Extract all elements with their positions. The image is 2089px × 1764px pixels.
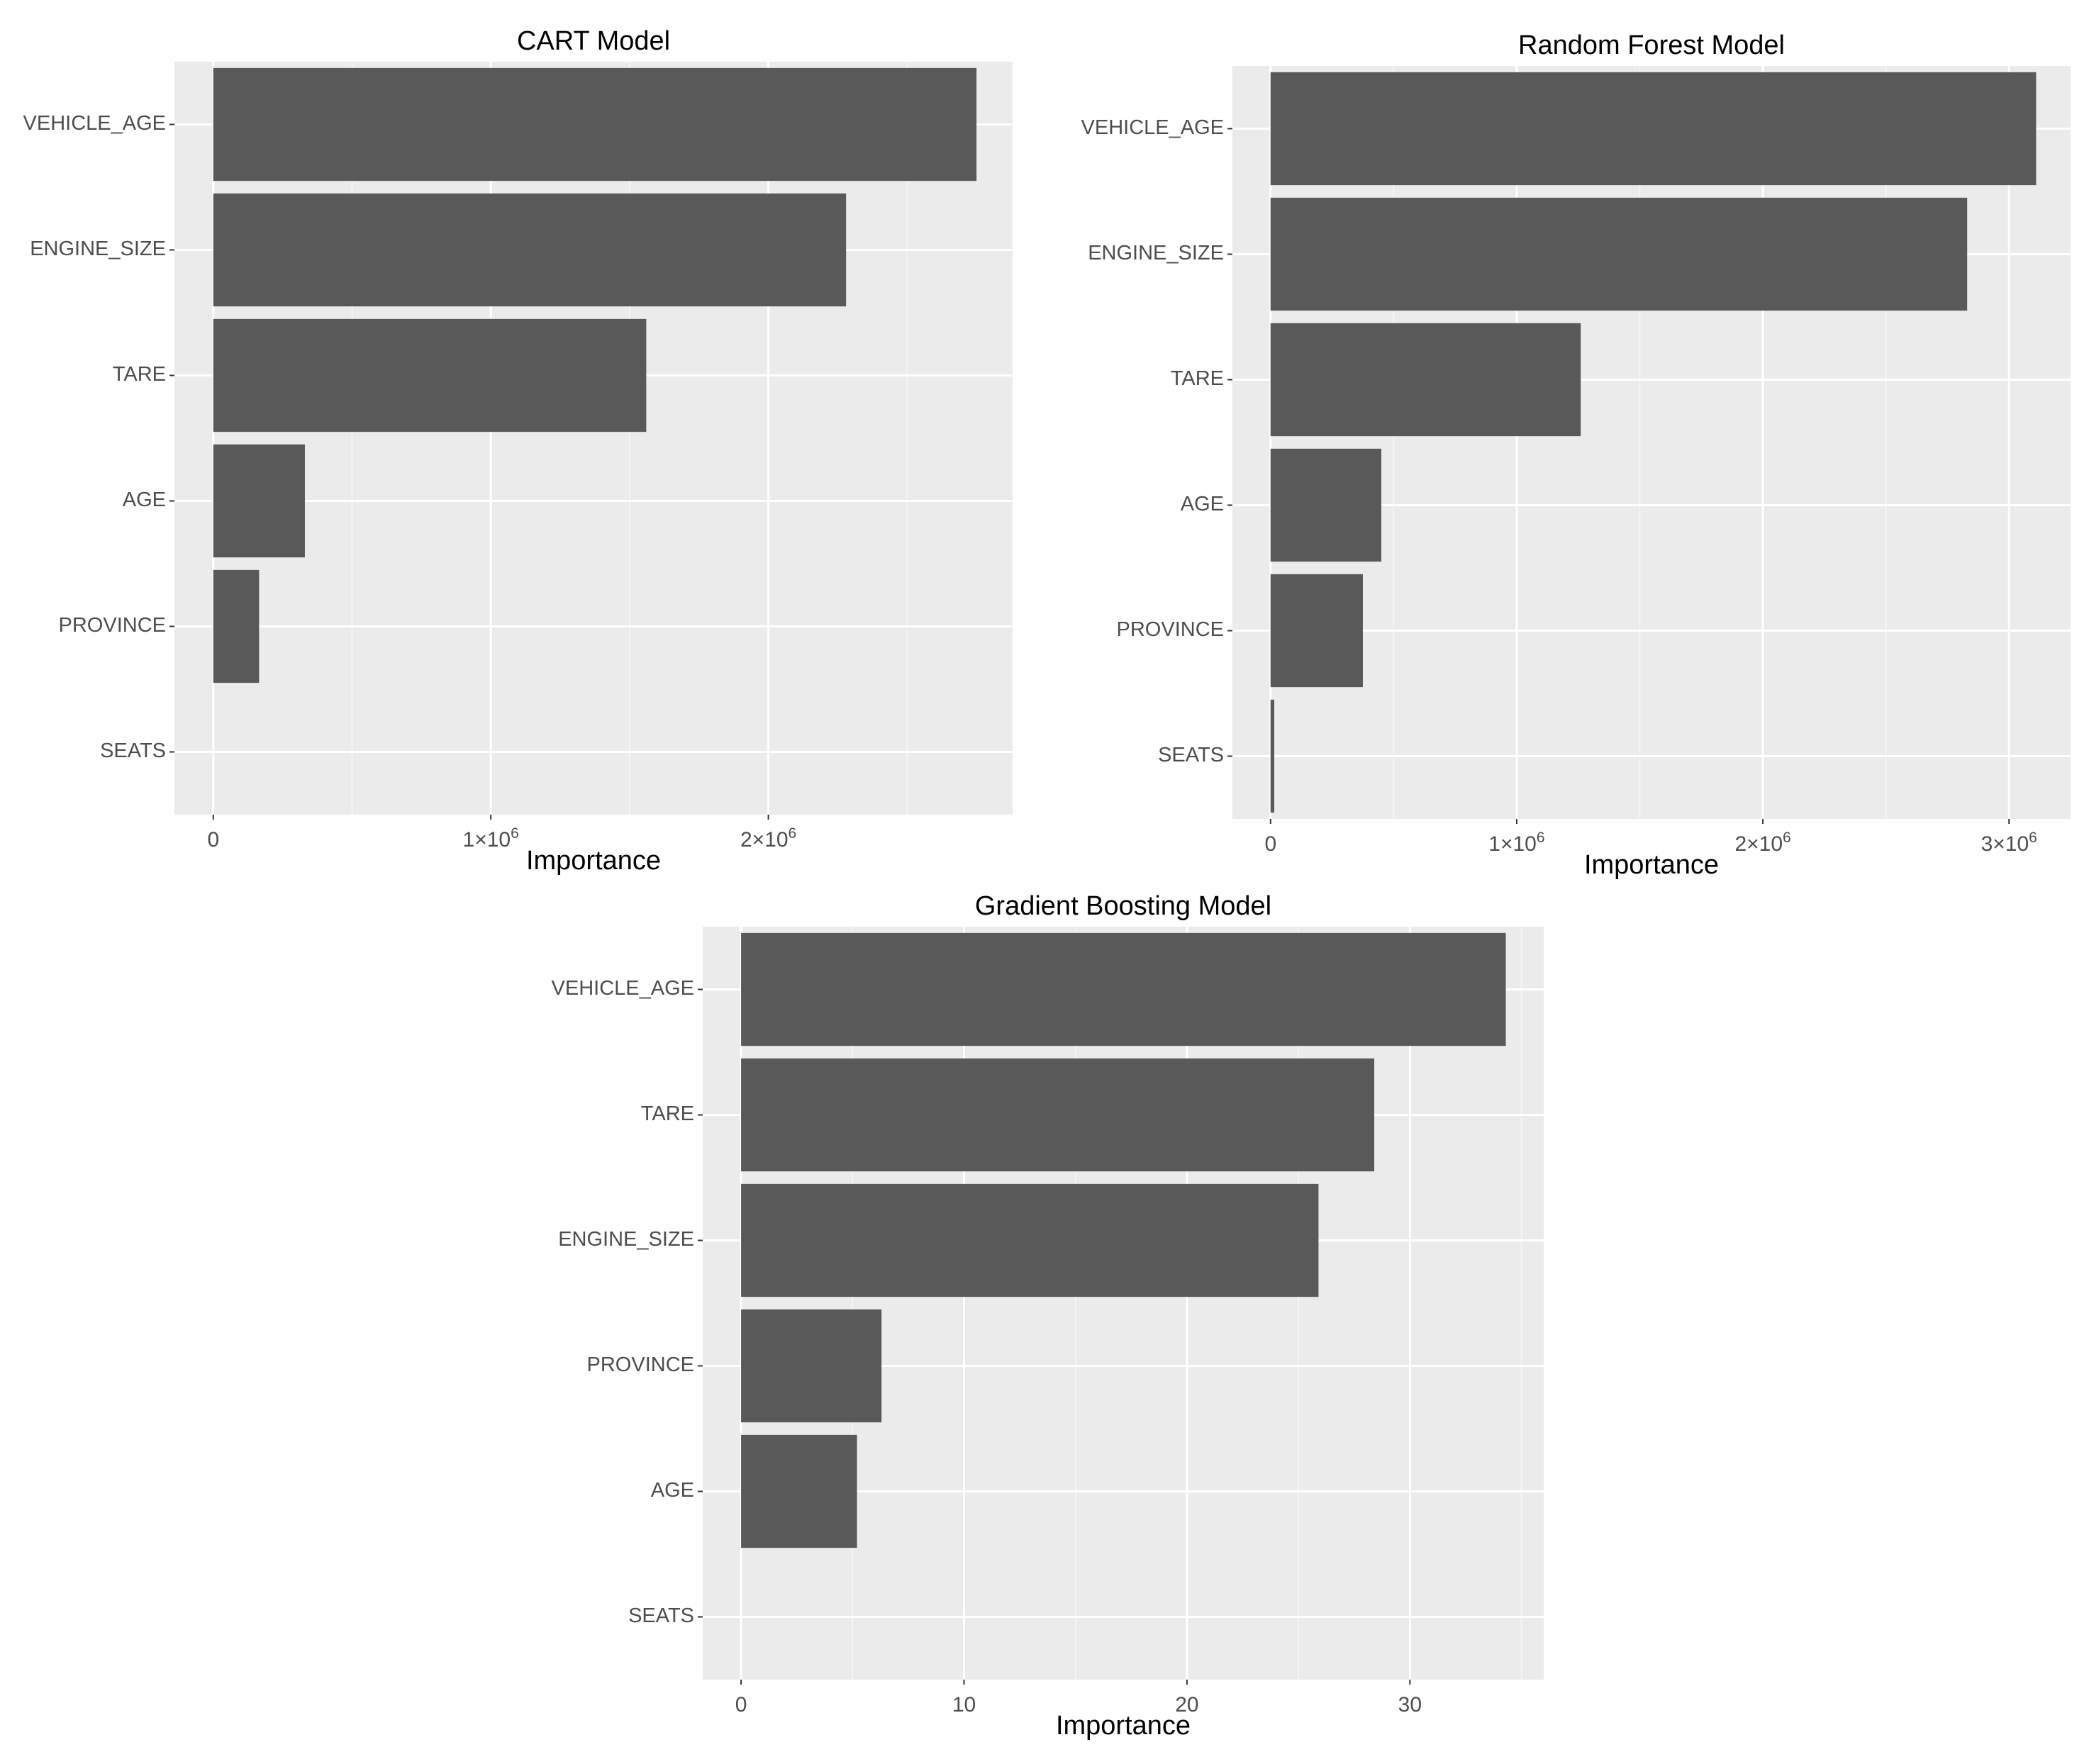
chart-panel-1: Random Forest Model VEHICLE_AGE ENGINE_SIZ… bbox=[1081, 30, 2071, 880]
category-label: SEATS bbox=[1158, 744, 1224, 766]
bar-engine-size bbox=[213, 193, 847, 307]
x-tick-label: 0 bbox=[1264, 832, 1276, 856]
x-tick-label: 0 bbox=[207, 828, 219, 852]
category-label: VEHICLE_AGE bbox=[552, 977, 694, 1000]
x-tick-label: 30 bbox=[1398, 1693, 1422, 1716]
bar-engine-size bbox=[1270, 197, 1968, 311]
bar-tare bbox=[741, 1058, 1375, 1172]
x-axis-title: Importance bbox=[1056, 1711, 1191, 1741]
category-label: AGE bbox=[123, 489, 166, 511]
category-label: AGE bbox=[651, 1479, 694, 1502]
x-axis-title: Importance bbox=[526, 846, 661, 876]
category-label: ENGINE_SIZE bbox=[30, 238, 166, 260]
bar-seats bbox=[1270, 699, 1275, 813]
category-label: TARE bbox=[641, 1102, 694, 1125]
x-axis-title: Importance bbox=[1584, 850, 1719, 880]
bar-province bbox=[213, 569, 260, 683]
bar-province bbox=[741, 1309, 882, 1423]
category-label: ENGINE_SIZE bbox=[558, 1228, 694, 1251]
category-label: VEHICLE_AGE bbox=[1081, 116, 1224, 139]
bar-vehicle-age bbox=[1270, 72, 2037, 186]
category-label: SEATS bbox=[628, 1604, 694, 1627]
x-tick-label: 2×106 bbox=[1734, 830, 1790, 856]
x-tick-label: 2×106 bbox=[740, 825, 796, 852]
category-label: TARE bbox=[1171, 367, 1224, 390]
x-tick-label: 3×106 bbox=[1981, 830, 2037, 856]
plot-panel bbox=[703, 927, 1544, 1680]
x-tick-label: 0 bbox=[735, 1693, 747, 1716]
x-tick-label: 20 bbox=[1175, 1693, 1198, 1716]
category-label: PROVINCE bbox=[587, 1353, 694, 1376]
bar-engine-size bbox=[741, 1183, 1319, 1297]
bar-vehicle-age bbox=[741, 932, 1506, 1046]
plot-panel bbox=[1232, 66, 2071, 819]
bar-tare bbox=[213, 318, 647, 432]
bar-age bbox=[741, 1434, 857, 1548]
category-label: PROVINCE bbox=[1117, 618, 1224, 641]
chart-title: Gradient Boosting Model bbox=[975, 891, 1271, 921]
chart-panel-0: CART Model VEHICLE_AGE ENGINE_SIZE TARE AGE P… bbox=[23, 26, 1013, 876]
x-tick-label: 10 bbox=[952, 1693, 976, 1716]
chart-title: Random Forest Model bbox=[1518, 30, 1785, 60]
x-tick-label: 1×106 bbox=[463, 825, 519, 852]
category-label: AGE bbox=[1181, 493, 1224, 515]
bar-province bbox=[1270, 574, 1363, 688]
category-label: VEHICLE_AGE bbox=[23, 112, 166, 135]
plot-panel bbox=[174, 62, 1013, 815]
bar-age bbox=[213, 444, 305, 558]
chart-panel-2: Gradient Boosting Model VEHICLE_AGE TARE EN… bbox=[552, 891, 1544, 1741]
category-label: ENGINE_SIZE bbox=[1088, 242, 1224, 264]
chart-title: CART Model bbox=[517, 26, 670, 56]
category-label: TARE bbox=[113, 363, 166, 386]
bar-vehicle-age bbox=[213, 67, 977, 182]
category-label: SEATS bbox=[100, 739, 166, 762]
x-tick-label: 1×106 bbox=[1488, 830, 1544, 856]
bar-tare bbox=[1270, 323, 1581, 437]
category-label: PROVINCE bbox=[59, 614, 166, 637]
bar-age bbox=[1270, 448, 1382, 562]
